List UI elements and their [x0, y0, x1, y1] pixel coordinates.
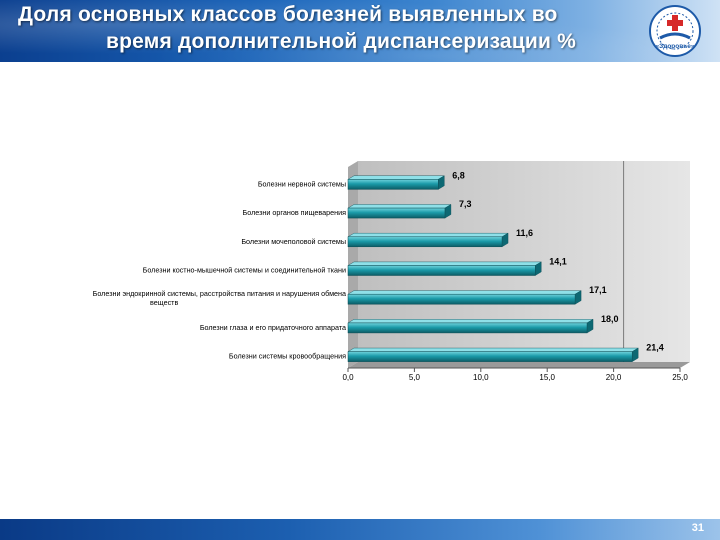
category-label: Болезни системы кровообращения [229, 352, 346, 361]
bar-top-face [347, 232, 509, 237]
bar-value-label: 7,3 [459, 199, 472, 209]
bar-value-label: 6,8 [452, 170, 465, 180]
bar-value-label: 14,1 [549, 257, 567, 267]
page-number: 31 [691, 522, 704, 534]
bar-top-face [347, 204, 452, 209]
slide-title-line-2: время дополнительной диспансеризации % [106, 30, 577, 53]
x-tick-label: 25,0 [672, 373, 688, 382]
slide-footer: 31 [0, 519, 720, 540]
bar [347, 236, 503, 248]
bar-value-label: 18,0 [601, 314, 619, 324]
bar-value-label: 21,4 [646, 343, 664, 353]
x-tick-label: 10,0 [473, 373, 489, 382]
bar-top-face [347, 347, 639, 352]
header-glow [0, 0, 720, 62]
category-label: Болезни эндокринной системы, расстройств… [93, 289, 346, 298]
x-tick-label: 0,0 [342, 373, 354, 382]
bar [347, 265, 536, 276]
category-label: Болезни глаза и его придаточного аппарат… [200, 323, 346, 332]
slide-header: Доля основных классов болезней выявленны… [0, 0, 720, 62]
bar-top-face [347, 261, 542, 266]
category-label: Болезни костно-мышечной системы и соедин… [143, 266, 346, 275]
bar [347, 322, 588, 334]
bar-top-face [347, 175, 446, 180]
bar [347, 207, 446, 219]
category-label: Болезни нервной системы [258, 179, 346, 188]
slide-title-line-1: Доля основных классов болезней выявленны… [18, 3, 558, 26]
logo-text: «Здоровье» [656, 43, 695, 50]
category-label: Болезни мочеполовой системы [241, 237, 346, 246]
category-label-continued: веществ [150, 298, 178, 307]
bar [347, 351, 633, 362]
bar-top-face [347, 319, 594, 324]
bar [347, 179, 439, 190]
chart-floor [348, 362, 690, 368]
bar-value-label: 17,1 [589, 285, 607, 295]
category-label: Болезни органов пищеварения [243, 208, 347, 217]
x-tick-label: 15,0 [539, 373, 555, 382]
bar-value-label: 11,6 [516, 228, 533, 238]
project-logo-icon: «Здоровье» [649, 5, 701, 57]
bar-top-face [347, 290, 582, 295]
bar [347, 293, 576, 305]
x-tick-label: 20,0 [606, 373, 622, 382]
x-tick-label: 5,0 [409, 373, 421, 382]
